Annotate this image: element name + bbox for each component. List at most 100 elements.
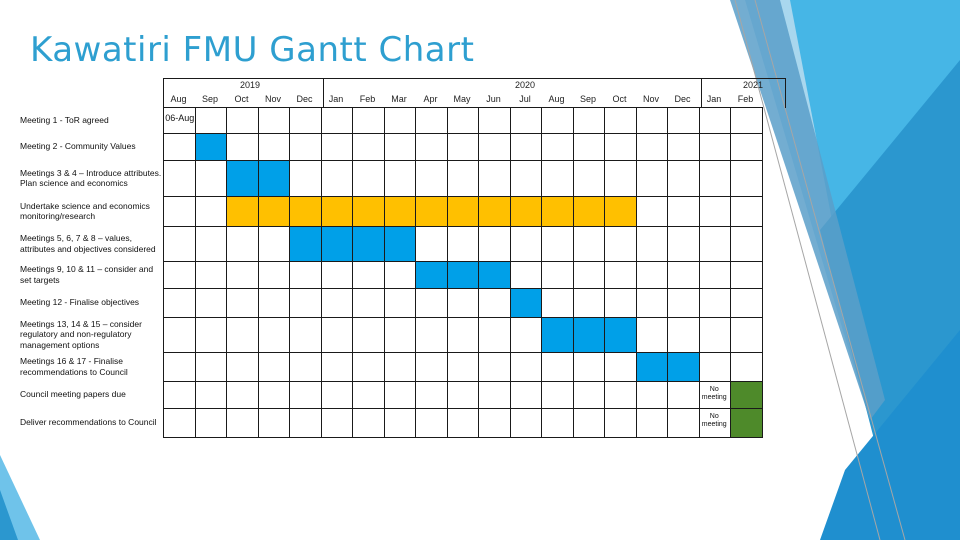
deco-bottom-facet bbox=[820, 330, 960, 540]
gantt-empty-cell bbox=[446, 133, 479, 161]
gantt-empty-cell bbox=[226, 107, 259, 134]
gantt-empty-cell bbox=[667, 226, 700, 262]
gantt-empty-cell bbox=[509, 352, 542, 382]
gantt-empty-cell bbox=[226, 317, 259, 353]
gantt-empty-cell bbox=[320, 381, 353, 409]
gantt-empty-cell bbox=[194, 317, 227, 353]
gantt-empty-cell bbox=[730, 352, 763, 382]
date-note: 06-Aug bbox=[165, 113, 195, 123]
gantt-empty-cell bbox=[226, 352, 259, 382]
gantt-empty-cell bbox=[478, 408, 511, 438]
month-header: Aug bbox=[170, 94, 187, 104]
gantt-empty-cell bbox=[257, 261, 290, 289]
gantt-empty-cell bbox=[635, 381, 668, 409]
gantt-empty-cell bbox=[226, 226, 259, 262]
header-rule bbox=[163, 78, 785, 79]
gantt-empty-cell bbox=[320, 288, 353, 318]
gantt-empty-cell bbox=[383, 288, 416, 318]
gantt-empty-cell bbox=[257, 381, 290, 409]
gantt-empty-cell bbox=[194, 261, 227, 289]
gantt-empty-cell bbox=[572, 133, 605, 161]
gantt-empty-cell bbox=[635, 196, 668, 227]
gantt-empty-cell bbox=[383, 317, 416, 353]
gantt-empty-cell bbox=[541, 288, 574, 318]
month-header: Jan bbox=[706, 94, 722, 104]
gantt-empty-cell bbox=[257, 317, 290, 353]
gantt-empty-cell bbox=[667, 261, 700, 289]
gantt-empty-cell bbox=[194, 196, 227, 227]
header-rule bbox=[163, 78, 164, 108]
gantt-empty-cell bbox=[604, 352, 637, 382]
gantt-empty-cell bbox=[289, 381, 322, 409]
gantt-bar-cell bbox=[604, 196, 637, 227]
task-label: Meetings 16 & 17 - Finalise recommendati… bbox=[20, 356, 128, 377]
task-label: Meetings 13, 14 & 15 – consider regulato… bbox=[20, 318, 142, 350]
gantt-empty-cell bbox=[320, 317, 353, 353]
gantt-bar-cell bbox=[383, 196, 416, 227]
gantt-empty-cell bbox=[226, 381, 259, 409]
month-header: Oct bbox=[612, 94, 627, 104]
month-header: Sep bbox=[201, 94, 218, 104]
gantt-empty-cell bbox=[289, 160, 322, 197]
gantt-empty-cell bbox=[257, 352, 290, 382]
gantt-empty-cell bbox=[667, 160, 700, 197]
task-label: Meeting 2 - Community Values bbox=[20, 141, 136, 152]
gantt-empty-cell bbox=[320, 133, 353, 161]
gantt-empty-cell bbox=[478, 352, 511, 382]
gantt-empty-cell bbox=[194, 352, 227, 382]
gantt-empty-cell bbox=[289, 133, 322, 161]
gantt-empty-cell bbox=[604, 261, 637, 289]
gantt-empty-cell bbox=[509, 261, 542, 289]
task-label: Council meeting papers due bbox=[20, 389, 126, 400]
gantt-empty-cell bbox=[194, 381, 227, 409]
gantt-empty-cell bbox=[383, 160, 416, 197]
gantt-empty-cell bbox=[415, 317, 448, 353]
gantt-empty-cell bbox=[352, 107, 385, 134]
gantt-empty-cell bbox=[415, 408, 448, 438]
month-header: May bbox=[453, 94, 471, 104]
gantt-empty-cell bbox=[572, 107, 605, 134]
gantt-empty-cell bbox=[226, 133, 259, 161]
gantt-empty-cell bbox=[698, 317, 731, 353]
gantt-bar-cell bbox=[478, 261, 511, 289]
gantt-empty-cell bbox=[352, 317, 385, 353]
gantt-empty-cell bbox=[478, 160, 511, 197]
gantt-empty-cell bbox=[730, 107, 763, 134]
gantt-empty-cell bbox=[194, 107, 227, 134]
gantt-bar-cell bbox=[415, 261, 448, 289]
gantt-empty-cell bbox=[415, 133, 448, 161]
gantt-empty-cell bbox=[446, 107, 479, 134]
gantt-empty-cell bbox=[667, 288, 700, 318]
gantt-empty-cell bbox=[509, 160, 542, 197]
gantt-empty-cell bbox=[478, 381, 511, 409]
gantt-empty-cell bbox=[667, 317, 700, 353]
gantt-bar-cell bbox=[509, 288, 542, 318]
gantt-empty-cell bbox=[509, 107, 542, 134]
gantt-empty-cell bbox=[698, 133, 731, 161]
gantt-bar-cell bbox=[289, 196, 322, 227]
deco-line bbox=[754, 0, 906, 540]
gantt-bar-cell bbox=[635, 352, 668, 382]
gantt-bar-cell bbox=[352, 226, 385, 262]
slide-title: Kawatiri FMU Gantt Chart bbox=[30, 30, 475, 70]
gantt-empty-cell bbox=[730, 317, 763, 353]
gantt-empty-cell bbox=[572, 160, 605, 197]
gantt-empty-cell bbox=[541, 107, 574, 134]
task-label: Meeting 1 - ToR agreed bbox=[20, 114, 109, 125]
gantt-empty-cell bbox=[289, 107, 322, 134]
gantt-empty-cell bbox=[730, 133, 763, 161]
gantt-empty-cell bbox=[635, 107, 668, 134]
gantt-bar-cell bbox=[257, 196, 290, 227]
gantt-bar-cell bbox=[572, 196, 605, 227]
gantt-empty-cell bbox=[572, 288, 605, 318]
gantt-bar-cell bbox=[320, 226, 353, 262]
gantt-empty-cell bbox=[257, 226, 290, 262]
month-header: Aug bbox=[548, 94, 565, 104]
gantt-bar-cell bbox=[320, 196, 353, 227]
gantt-empty-cell bbox=[572, 408, 605, 438]
gantt-empty-cell bbox=[289, 288, 322, 318]
gantt-empty-cell bbox=[572, 261, 605, 289]
gantt-empty-cell bbox=[352, 408, 385, 438]
gantt-empty-cell bbox=[352, 381, 385, 409]
gantt-empty-cell bbox=[226, 408, 259, 438]
